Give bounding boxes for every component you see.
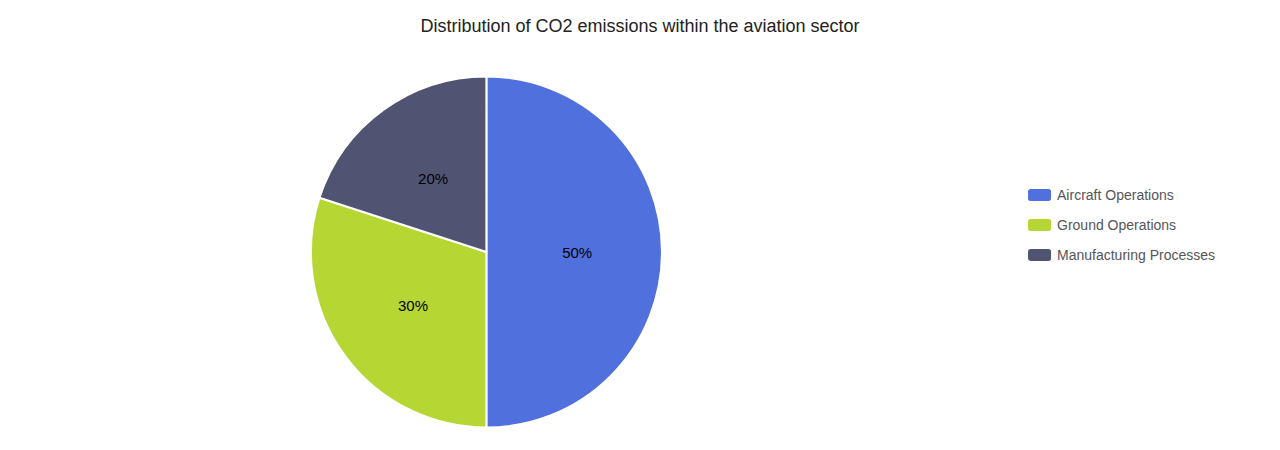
svg-text:Distribution of CO2 emissions: Distribution of CO2 emissions within the…	[420, 16, 859, 36]
svg-text:Aircraft Operations: Aircraft Operations	[1057, 187, 1174, 203]
svg-text:20%: 20%	[418, 170, 448, 187]
svg-text:Ground Operations: Ground Operations	[1057, 217, 1176, 233]
svg-text:Manufacturing Processes: Manufacturing Processes	[1057, 247, 1215, 263]
svg-text:50%: 50%	[562, 244, 592, 261]
svg-text:30%: 30%	[398, 297, 428, 314]
